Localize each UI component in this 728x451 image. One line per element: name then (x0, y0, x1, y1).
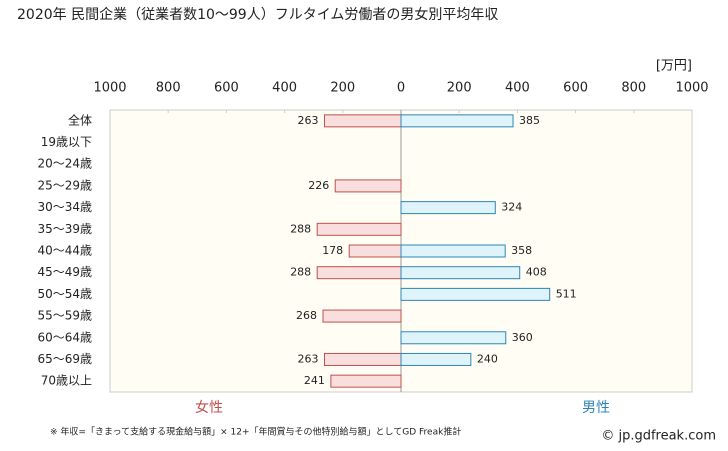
value-label: 241 (304, 374, 325, 387)
y-tick-label: 40～44歳 (37, 244, 92, 258)
x-tick-label: 400 (505, 81, 530, 96)
value-label: 268 (296, 309, 317, 322)
y-tick-label: 全体 (68, 112, 92, 127)
value-label: 226 (308, 179, 329, 192)
y-tick-label: 25～29歳 (37, 178, 92, 192)
value-label: 240 (477, 352, 498, 365)
y-tick-label: 20～24歳 (37, 157, 92, 171)
x-tick-label: 600 (214, 81, 239, 96)
y-tick-label: 45～49歳 (37, 265, 92, 279)
value-label: 178 (322, 244, 343, 257)
value-label: 263 (297, 114, 318, 127)
bar (400, 266, 521, 280)
value-label: 288 (290, 266, 311, 279)
bar (400, 331, 507, 345)
x-tick-label: 400 (272, 81, 297, 96)
unit-label: [万円] (656, 59, 692, 74)
bar (323, 114, 402, 128)
y-tick-label: 50～54歳 (37, 287, 92, 301)
bar (400, 352, 472, 366)
y-tick-label: 19歳以下 (41, 135, 92, 149)
bar (400, 287, 551, 301)
bar (348, 244, 402, 258)
value-label: 263 (297, 352, 318, 365)
value-label: 288 (290, 222, 311, 235)
value-label: 324 (501, 201, 522, 214)
bar (334, 179, 402, 193)
x-tick-label: 800 (621, 81, 646, 96)
x-tick-label: 200 (447, 81, 472, 96)
legend-label: 男性 (582, 400, 610, 416)
value-label: 358 (511, 244, 532, 257)
source-credit: © jp.gdfreak.com (601, 429, 716, 444)
value-label: 360 (512, 331, 533, 344)
x-tick-label: 1000 (675, 81, 708, 96)
x-tick-label: 600 (563, 81, 588, 96)
chart-title: 2020年 民間企業（従業者数10～99人）フルタイム労働者の男女別平均年収 (17, 6, 498, 23)
bar (400, 114, 514, 128)
x-tick-label: 800 (156, 81, 181, 96)
x-tick-label: 1000 (93, 81, 126, 96)
y-tick-label: 30～34歳 (37, 200, 92, 214)
bar (323, 352, 402, 366)
bar (400, 244, 506, 258)
y-tick-label: 55～59歳 (37, 309, 92, 323)
legend-label: 女性 (195, 399, 223, 416)
y-tick-label: 60～64歳 (37, 330, 92, 344)
y-tick-label: 65～69歳 (37, 352, 92, 366)
value-label: 511 (556, 287, 577, 300)
bar (322, 309, 402, 323)
bar (316, 266, 402, 280)
y-tick-label: 70歳以上 (41, 374, 92, 388)
footnote: ※ 年収=「きまって支給する現金給与額」× 12+「年間賞与その他特別給与額」と… (50, 426, 461, 438)
x-tick-label: 200 (330, 81, 355, 96)
bar (316, 222, 402, 236)
x-tick-label: 0 (397, 81, 405, 96)
value-label: 408 (526, 266, 547, 279)
bar (330, 374, 402, 388)
bar (400, 201, 496, 215)
y-tick-label: 35～39歳 (37, 222, 92, 236)
value-label: 385 (519, 114, 540, 127)
